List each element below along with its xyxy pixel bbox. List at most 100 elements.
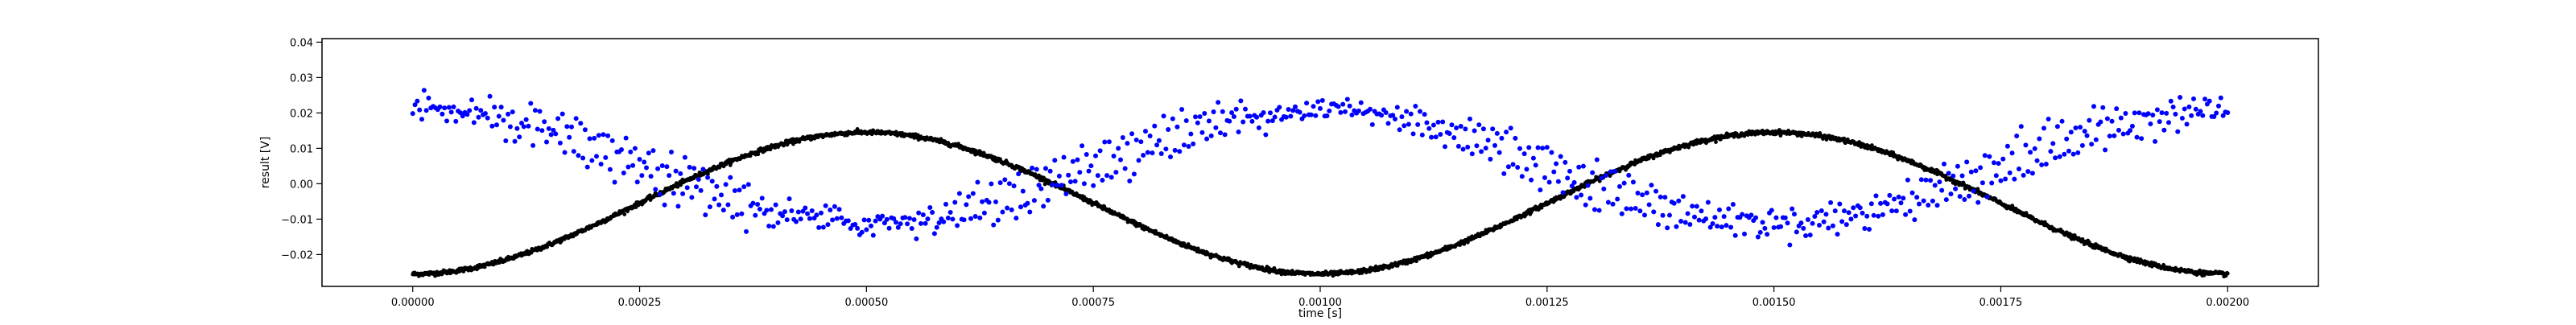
data-point [991,222,997,228]
plot-area [321,38,2319,287]
data-point [1199,130,1205,135]
data-point [730,214,736,220]
data-point [1125,141,1130,146]
data-point [642,159,647,165]
data-point [2170,105,2176,109]
data-point [1404,109,1410,114]
data-point [993,199,998,204]
data-point [1429,134,1435,140]
data-point [1554,161,1559,167]
data-point [467,108,473,113]
data-point [1998,178,2004,183]
data-point [1113,170,1119,175]
data-point [603,154,609,160]
data-point [714,183,720,189]
data-point [2123,110,2128,116]
data-point [961,217,967,223]
data-point [1451,135,1457,141]
data-point [753,212,758,218]
data-point [1873,193,1879,199]
data-point [1798,220,1804,226]
data-point [1438,132,1443,138]
data-point [1635,190,1641,195]
data-point [764,208,770,213]
data-point [923,220,928,226]
data-point [2153,138,2158,144]
data-point [1707,224,1713,230]
data-point [2070,151,2076,157]
data-point [1277,105,1282,110]
data-point [1408,111,1414,117]
data-point [423,108,429,113]
data-point [814,212,819,218]
data-point [2184,121,2190,127]
data-point [623,135,629,141]
data-point [1358,100,1364,105]
data-point [1143,129,1148,134]
data-point [1753,215,1759,220]
data-point [1909,190,1915,195]
data-point [1610,201,1616,207]
data-point [1088,163,1094,169]
data-point [2202,97,2208,102]
data-point [1302,113,1307,118]
data-point [1943,197,1949,203]
data-point [1324,113,1330,118]
data-point [1934,203,1940,208]
data-point [1108,175,1114,180]
data-point [528,101,534,106]
data-point [2018,124,2024,130]
data-point [1504,130,1509,135]
data-point [653,187,658,192]
data-point [1860,210,1865,216]
data-point [1501,171,1507,176]
x-tick-label: 0.00150 [1752,297,1796,309]
data-point [587,136,592,142]
data-point [1587,195,1593,201]
data-point [1592,207,1597,212]
data-point [986,200,992,205]
data-point [679,183,683,187]
data-point [1406,121,1411,127]
data-point [1619,211,1624,216]
data-point [1485,138,1491,143]
data-point [1703,216,1709,222]
data-point [1979,180,1985,186]
data-point [1243,106,1248,112]
data-point [1939,187,1945,193]
data-point [1343,109,1348,114]
data-point [1782,215,1788,220]
data-point [1721,214,1727,220]
data-point [1102,139,1108,145]
data-point [750,200,756,206]
data-point [2182,106,2187,112]
data-point [415,98,420,104]
data-point [1773,215,1779,220]
data-point [756,152,761,157]
data-point [1191,141,1196,146]
data-point [2161,127,2167,133]
data-point [1676,198,1682,204]
data-point [2082,129,2087,134]
data-point [1106,139,1112,145]
data-point [1889,208,1895,214]
data-point [2211,114,2217,120]
data-point [1624,206,1629,212]
data-point [507,124,513,130]
data-point [916,210,922,216]
data-point [1304,101,1310,106]
data-point [546,125,551,131]
data-point [1415,121,1421,127]
data-point [1529,177,1534,183]
data-point [1419,132,1425,138]
x-tick-label: 0.00025 [618,297,662,309]
data-point [471,120,477,125]
data-point [1964,159,1970,165]
data-point [523,117,529,122]
data-point [1771,224,1777,230]
data-point [1263,132,1269,138]
data-point [1574,195,1579,200]
data-point [2114,106,2120,112]
data-point [1181,142,1187,148]
